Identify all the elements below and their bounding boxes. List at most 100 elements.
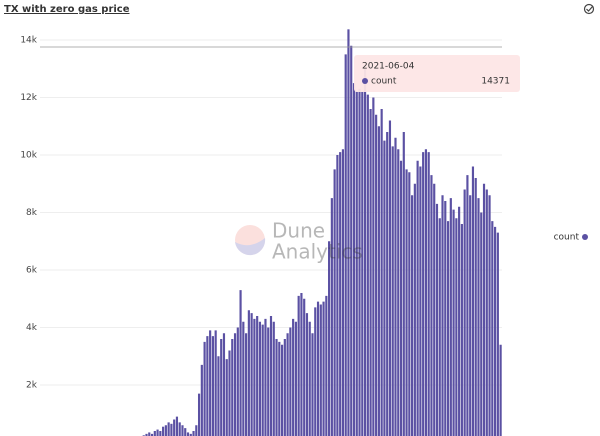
bar <box>336 155 339 436</box>
tooltip-series: count <box>371 77 397 87</box>
bar <box>430 175 433 436</box>
bar <box>408 172 411 436</box>
bar <box>419 166 422 436</box>
grid <box>40 39 502 386</box>
bar <box>377 126 380 436</box>
bar <box>416 160 419 436</box>
bar <box>499 344 502 436</box>
bar <box>178 422 181 436</box>
bar <box>264 318 267 436</box>
bar <box>197 393 201 436</box>
bar <box>386 132 389 436</box>
bar <box>217 356 220 436</box>
bar <box>195 425 198 436</box>
bar <box>491 221 494 436</box>
bar <box>239 290 242 436</box>
bar <box>446 221 450 436</box>
watermark-text: Analytics <box>272 240 363 264</box>
bar <box>424 149 428 436</box>
bar <box>167 422 170 436</box>
bar <box>225 359 228 436</box>
bar <box>297 295 300 436</box>
bar <box>366 94 369 436</box>
bar <box>181 425 184 436</box>
bar <box>433 183 436 436</box>
bar <box>236 327 239 436</box>
legend-label: count <box>554 233 580 243</box>
check-icon[interactable] <box>583 3 595 15</box>
bar <box>466 175 469 436</box>
bar <box>150 433 154 436</box>
bar <box>308 321 311 436</box>
bar <box>289 327 292 436</box>
bar <box>413 183 416 436</box>
bar <box>455 218 458 436</box>
y-tick-label: 2k <box>26 381 38 391</box>
tooltip-box <box>354 55 520 92</box>
bar <box>200 364 203 436</box>
chart-title: TX with zero gas price <box>4 4 130 15</box>
bar <box>286 333 289 436</box>
watermark: Dune Analytics <box>235 219 363 264</box>
bar <box>471 166 475 436</box>
bar <box>280 344 284 436</box>
bar <box>269 316 273 436</box>
bar <box>372 97 375 436</box>
bar <box>247 310 250 436</box>
bar <box>438 218 441 436</box>
bar <box>480 212 483 436</box>
bar <box>347 29 350 436</box>
bar <box>267 327 270 436</box>
bar <box>494 226 497 436</box>
bar <box>206 336 209 436</box>
bar <box>311 333 314 436</box>
bar <box>469 195 472 436</box>
bar <box>463 189 466 436</box>
bar <box>245 333 248 436</box>
bar <box>156 429 159 436</box>
bar <box>253 318 256 436</box>
bar <box>272 321 275 436</box>
bar <box>422 152 425 436</box>
bar <box>397 149 400 436</box>
bar <box>369 109 372 436</box>
bar <box>222 333 226 436</box>
y-tick-label: 4k <box>26 323 38 333</box>
bar <box>231 339 234 436</box>
bar <box>148 432 151 436</box>
bar <box>228 350 231 436</box>
bar <box>477 198 480 436</box>
bar <box>388 120 392 436</box>
bar <box>316 301 320 436</box>
tooltip-value: 14371 <box>481 77 510 87</box>
check-circle <box>583 3 595 15</box>
bar <box>175 416 179 436</box>
bar <box>189 433 192 436</box>
bar <box>411 195 414 436</box>
bar <box>363 68 367 436</box>
bar <box>341 149 345 436</box>
bar <box>192 431 195 436</box>
bar <box>402 132 405 436</box>
bar <box>170 423 173 436</box>
bar <box>173 419 176 436</box>
bar <box>250 313 253 436</box>
bar <box>294 321 297 436</box>
legend-dot <box>582 234 588 240</box>
bar <box>211 336 214 436</box>
y-tick-label: 12k <box>20 93 37 103</box>
check-mark <box>586 5 594 12</box>
bar <box>352 83 356 436</box>
y-tick-label: 10k <box>20 151 37 161</box>
bar <box>449 198 452 436</box>
bar <box>350 45 353 436</box>
y-tick-label: 6k <box>26 266 38 276</box>
bar <box>325 295 328 436</box>
bar <box>330 198 333 436</box>
bar <box>258 321 262 436</box>
bar <box>159 431 162 436</box>
bar <box>485 189 488 436</box>
bar <box>460 224 463 436</box>
bar <box>355 91 358 436</box>
bar <box>496 232 499 436</box>
